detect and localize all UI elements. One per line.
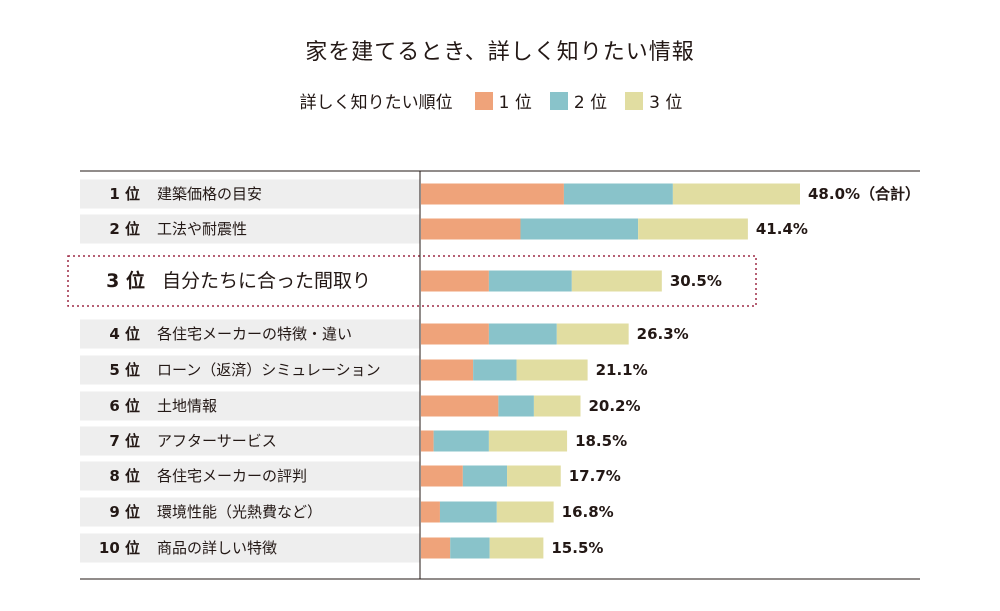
category-label: 自分たちに合った間取り xyxy=(162,270,371,292)
category-label: アフターサービス xyxy=(157,432,277,450)
category-label: 各住宅メーカーの特徴・違い xyxy=(157,325,352,343)
rank-label: 2 位 xyxy=(109,220,140,238)
bar-segment xyxy=(421,430,434,452)
rank-label: 3 位 xyxy=(106,269,145,292)
legend-item-rank3: 3 位 xyxy=(625,88,682,113)
bar-segment xyxy=(488,430,568,452)
row-band xyxy=(80,319,420,349)
bar-segment xyxy=(496,501,554,523)
category-label: 商品の詳しい特徴 xyxy=(157,539,277,557)
highlight-frame xyxy=(67,255,757,307)
legend-label-rank1: 1 位 xyxy=(498,93,532,113)
bar-segment xyxy=(489,537,544,559)
rank-label: 5 位 xyxy=(109,361,140,379)
bar-segment xyxy=(533,395,581,417)
bar-segment xyxy=(421,218,521,240)
rank-label: 4 位 xyxy=(109,325,140,343)
row-band xyxy=(80,391,420,421)
bar-segment xyxy=(421,359,474,381)
bar-segment xyxy=(638,218,748,240)
row-band xyxy=(80,461,420,491)
bar-segment xyxy=(439,501,497,523)
bar-segment xyxy=(571,270,662,292)
category-label: ローン（返済）シミュレーション xyxy=(157,361,381,379)
row-band xyxy=(80,214,420,244)
row-band xyxy=(80,355,420,385)
bar-segment xyxy=(462,465,508,487)
total-label: 16.8% xyxy=(562,503,614,521)
chart-title: 家を建てるとき、詳しく知りたい情報 xyxy=(305,40,695,65)
row-band xyxy=(80,179,420,209)
bar-segment xyxy=(433,430,489,452)
category-label: 建築価格の目安 xyxy=(157,185,262,203)
bar-segment xyxy=(498,395,534,417)
bar-segment xyxy=(421,465,463,487)
row-band xyxy=(80,497,420,527)
legend-label-rank3: 3 位 xyxy=(649,93,683,113)
bar-segment xyxy=(507,465,561,487)
bar-segment xyxy=(672,183,800,205)
category-label: 土地情報 xyxy=(157,397,217,415)
row-band xyxy=(80,426,420,456)
bar-segment xyxy=(421,183,564,205)
chart-legend: 詳しく知りたい順位 1 位 2 位 3 位 xyxy=(0,88,1000,113)
rank-label: 1 位 xyxy=(109,185,140,203)
bar-segment xyxy=(556,323,629,345)
legend-swatch-rank2 xyxy=(549,91,568,110)
legend-title: 詳しく知りたい順位 xyxy=(299,93,453,113)
legend-label-rank2: 2 位 xyxy=(573,93,608,113)
legend-item-rank2: 2 位 xyxy=(549,88,608,113)
category-label: 各住宅メーカーの評判 xyxy=(157,467,307,485)
bar-segment xyxy=(488,323,557,345)
rank-label: 10 位 xyxy=(99,539,140,557)
bar-segment xyxy=(563,183,673,205)
total-label: 17.7% xyxy=(569,467,621,485)
legend-swatch-rank1 xyxy=(474,91,493,110)
total-label: 48.0%（合計） xyxy=(808,185,920,203)
category-label: 環境性能（光熱費など） xyxy=(157,503,322,521)
total-label: 20.2% xyxy=(588,397,640,415)
bar-segment xyxy=(488,270,572,292)
bar-segment xyxy=(421,323,489,345)
total-label: 21.1% xyxy=(596,361,648,379)
category-label: 工法や耐震性 xyxy=(157,220,247,238)
rank-label: 6 位 xyxy=(109,397,140,415)
total-label: 18.5% xyxy=(575,432,627,450)
total-label: 41.4% xyxy=(756,220,808,238)
bar-segment xyxy=(450,537,490,559)
bar-segment xyxy=(421,270,489,292)
bar-segment xyxy=(421,501,440,523)
row-band xyxy=(80,533,420,563)
rank-label: 7 位 xyxy=(109,432,140,450)
bar-segment xyxy=(473,359,517,381)
legend-swatch-rank3 xyxy=(625,91,644,110)
bar-segment xyxy=(520,218,639,240)
total-label: 15.5% xyxy=(551,539,603,557)
legend-item-rank1: 1 位 xyxy=(474,88,532,113)
total-label: 26.3% xyxy=(637,325,689,343)
bar-segment xyxy=(421,537,451,559)
rank-label: 9 位 xyxy=(109,503,140,521)
bar-segment xyxy=(421,395,499,417)
rank-label: 8 位 xyxy=(109,467,140,485)
total-label: 30.5% xyxy=(670,272,722,290)
bar-segment xyxy=(516,359,588,381)
